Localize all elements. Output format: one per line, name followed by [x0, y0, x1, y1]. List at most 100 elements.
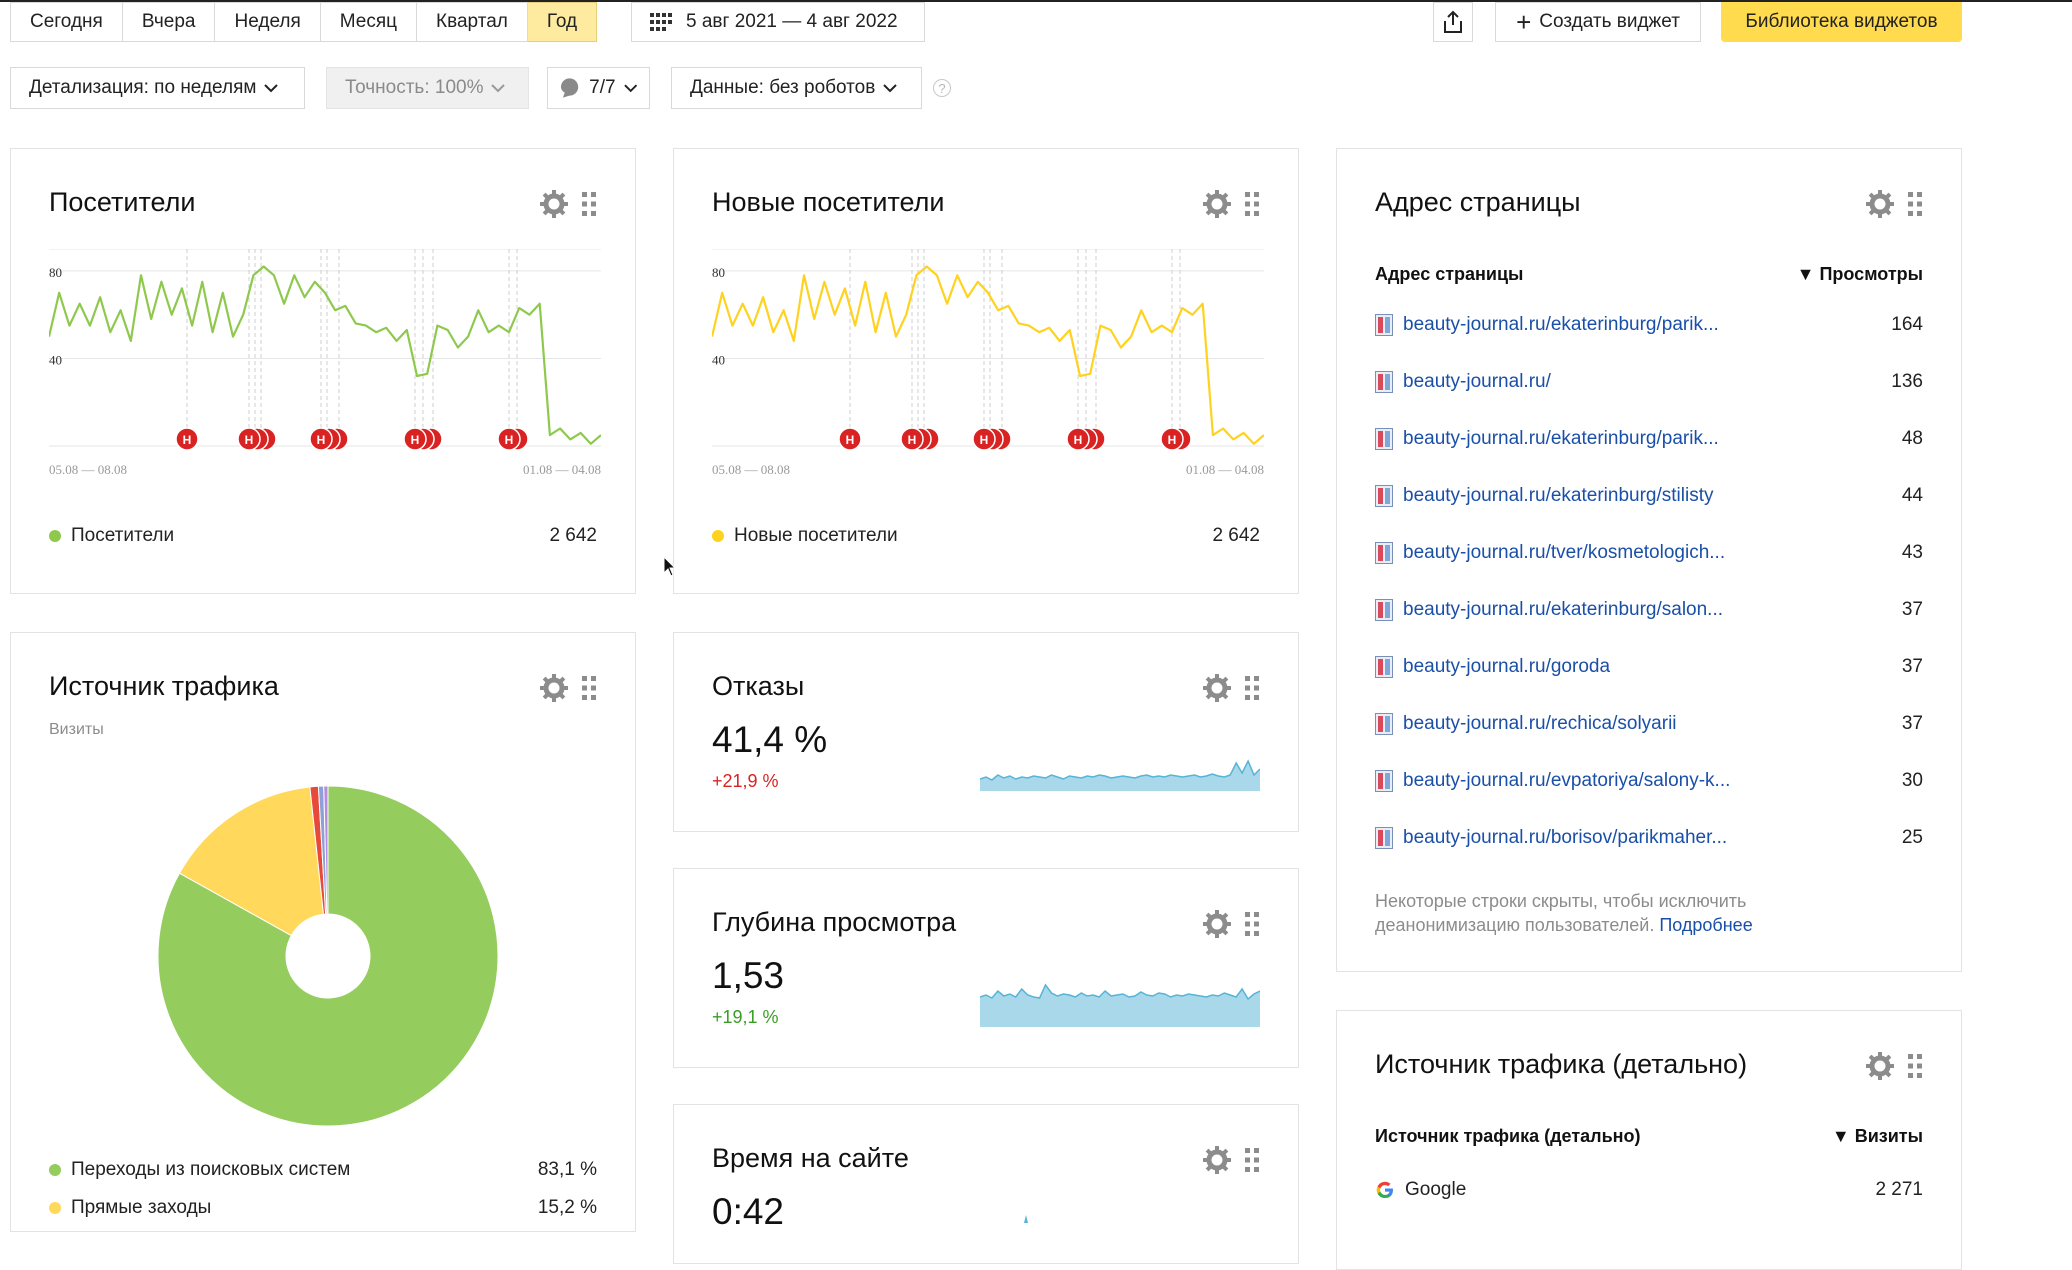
source-label: Google [1405, 1179, 1466, 1201]
widget-title: Посетители [49, 187, 196, 218]
page-url-link[interactable]: beauty-journal.ru/ekaterinburg/salon... [1403, 599, 1723, 621]
drag-handle-icon[interactable] [1244, 1147, 1260, 1173]
share-button[interactable] [1433, 2, 1473, 42]
metric-delta: +21,9 % [712, 771, 779, 792]
annotation-marker-label: Н [317, 433, 326, 447]
page-views: 48 [1902, 428, 1923, 450]
table-row[interactable]: beauty-journal.ru/evpatoriya/salony-k...… [1375, 770, 1923, 792]
plus-icon: + [1516, 9, 1531, 35]
table-row[interactable]: beauty-journal.ru/136 [1375, 371, 1923, 393]
table-row[interactable]: beauty-journal.ru/tver/kosmetologich...4… [1375, 542, 1923, 564]
legend-visitors: Посетители 2 642 [49, 525, 597, 547]
gear-icon[interactable] [1865, 1051, 1895, 1081]
page-url-link[interactable]: beauty-journal.ru/ekaterinburg/parik... [1403, 314, 1719, 336]
widget-library-button[interactable]: Библиотека виджетов [1721, 2, 1962, 42]
table-row[interactable]: beauty-journal.ru/borisov/parikmaher...2… [1375, 827, 1923, 849]
annotation-marker-label: Н [505, 433, 514, 447]
series-line [49, 267, 601, 444]
legend-dot [712, 530, 724, 542]
more-link[interactable]: Подробнее [1659, 915, 1752, 935]
gear-icon[interactable] [1865, 189, 1895, 219]
period-tab-today[interactable]: Сегодня [10, 2, 123, 42]
traffic-pie-chart [153, 781, 503, 1131]
drag-handle-icon[interactable] [581, 675, 597, 701]
period-tab-yesterday[interactable]: Вчера [123, 2, 216, 42]
legend-dot [49, 1202, 61, 1214]
page-favicon-icon [1375, 428, 1393, 450]
page-url-link[interactable]: beauty-journal.ru/ekaterinburg/stilisty [1403, 485, 1714, 507]
page-favicon-icon [1375, 485, 1393, 507]
table-row[interactable]: Google 2 271 [1375, 1179, 1923, 1201]
drag-handle-icon[interactable] [581, 191, 597, 217]
gear-icon[interactable] [1202, 673, 1232, 703]
page-favicon-icon [1375, 770, 1393, 792]
date-range-picker[interactable]: 5 авг 2021 — 4 авг 2022 [631, 2, 925, 42]
legend-new-visitors: Новые посетители 2 642 [712, 525, 1260, 547]
legend-item-direct: Прямые заходы 15,2 % [49, 1197, 597, 1219]
period-tab-month[interactable]: Месяц [321, 2, 417, 42]
segments-dropdown[interactable]: 7/7 [547, 67, 650, 109]
drag-handle-icon[interactable] [1244, 191, 1260, 217]
page-url-link[interactable]: beauty-journal.ru/rechica/solyarii [1403, 713, 1677, 735]
chevron-down-icon [491, 84, 505, 93]
page-favicon-icon [1375, 542, 1393, 564]
page-url-link[interactable]: beauty-journal.ru/ [1403, 371, 1551, 393]
drag-handle-icon[interactable] [1244, 675, 1260, 701]
data-filter-dropdown[interactable]: Данные: без роботов [671, 67, 922, 109]
mouse-cursor-icon [663, 556, 677, 578]
table-row[interactable]: beauty-journal.ru/ekaterinburg/salon... 3… [1375, 599, 1923, 621]
page-url-link[interactable]: beauty-journal.ru/goroda [1403, 656, 1610, 678]
detail-label: Детализация: по неделям [29, 77, 256, 99]
annotation-marker-label: Н [908, 433, 917, 447]
widget-depth: Глубина просмотра 1,53 +19,1 % [673, 868, 1299, 1068]
gear-icon[interactable] [1202, 1145, 1232, 1175]
gear-icon[interactable] [1202, 909, 1232, 939]
page-url-link[interactable]: beauty-journal.ru/ekaterinburg/parik... [1403, 428, 1719, 450]
legend-label: Прямые заходы [71, 1197, 211, 1219]
y-tick-label: 40 [49, 352, 62, 367]
x-tick-label: 05.08 — 08.08 [49, 462, 127, 477]
gear-icon[interactable] [539, 673, 569, 703]
segments-label: 7/7 [589, 77, 615, 99]
table-row[interactable]: beauty-journal.ru/ekaterinburg/parik... 4… [1375, 428, 1923, 450]
page-views: 164 [1891, 314, 1923, 336]
widget-traffic-detail: Источник трафика (детально) Источник тра… [1336, 1010, 1962, 1270]
detail-dropdown[interactable]: Детализация: по неделям [10, 67, 305, 109]
page-views: 37 [1902, 599, 1923, 621]
page-url-link[interactable]: beauty-journal.ru/borisov/parikmaher... [1403, 827, 1727, 849]
column-header-views[interactable]: ▼ Просмотры [1797, 264, 1923, 285]
drag-handle-icon[interactable] [1907, 191, 1923, 217]
annotation-marker-label: Н [980, 433, 989, 447]
hidden-rows-note: Некоторые строки скрыты, чтобы исключить… [1375, 889, 1835, 937]
y-tick-label: 40 [712, 352, 725, 367]
table-row[interactable]: beauty-journal.ru/ekaterinburg/parik... 1… [1375, 314, 1923, 336]
gear-icon[interactable] [1202, 189, 1232, 219]
drag-handle-icon[interactable] [1244, 911, 1260, 937]
drag-handle-icon[interactable] [1907, 1053, 1923, 1079]
widget-title: Отказы [712, 671, 804, 702]
page-favicon-icon [1375, 314, 1393, 336]
annotation-marker-label: Н [245, 433, 254, 447]
page-url-link[interactable]: beauty-journal.ru/tver/kosmetologich... [1403, 542, 1725, 564]
widget-title: Адрес страницы [1375, 187, 1581, 218]
help-icon[interactable]: ? [933, 79, 951, 97]
widget-title: Источник трафика [49, 671, 279, 702]
annotation-marker-label: Н [411, 433, 420, 447]
share-icon [1443, 10, 1463, 34]
period-tab-year[interactable]: Год [528, 2, 597, 42]
metric-value: 41,4 % [712, 719, 827, 761]
period-tab-quarter[interactable]: Квартал [417, 2, 528, 42]
create-widget-button[interactable]: + Создать виджет [1495, 2, 1701, 42]
table-header: Адрес страницы ▼ Просмотры [1375, 264, 1923, 285]
column-header-visits[interactable]: ▼ Визиты [1832, 1126, 1923, 1147]
sparkline-area [980, 985, 1260, 1027]
metric-value: 0:42 [712, 1191, 784, 1233]
gear-icon[interactable] [539, 189, 569, 219]
period-tab-week[interactable]: Неделя [215, 2, 320, 42]
chevron-down-icon [883, 84, 897, 93]
page-url-link[interactable]: beauty-journal.ru/evpatoriya/salony-k... [1403, 770, 1730, 792]
